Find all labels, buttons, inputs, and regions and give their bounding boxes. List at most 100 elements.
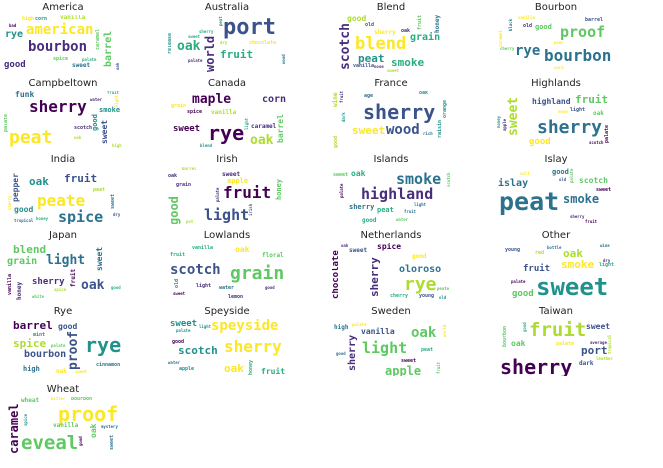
word-cloud-word: oak: [419, 91, 429, 96]
word-cloud-word: leather: [596, 356, 613, 361]
word-cloud-word: sweet: [72, 62, 91, 69]
word-cloud-word: good: [412, 253, 427, 260]
wordcloud-panel: Australia port oak world fruit chocolate relea…: [168, 2, 286, 72]
word-cloud-word: oak: [74, 135, 82, 140]
panel-title: Lowlands: [203, 230, 251, 241]
word-cloud-word: vanilla: [518, 15, 535, 20]
word-cloud: rye proof barrel spice bourbon good high oak min…: [4, 319, 122, 376]
wordcloud-panel: Islay peat smoke islay scotch good sweet salt pa…: [497, 154, 615, 224]
word-cloud-word: palate: [556, 341, 575, 347]
word-cloud-word: pour: [554, 40, 564, 45]
panel-title: Netherlands: [360, 230, 422, 241]
word-cloud-word: light: [114, 94, 119, 107]
word-cloud: peate spice fruit oak good pepper sweet peat tro…: [4, 167, 122, 224]
word-cloud-word: oloroso: [399, 264, 442, 275]
panel-title: Sweden: [371, 306, 411, 317]
panel-title: Wheat: [46, 384, 80, 395]
wordcloud-panel: Sweden light oak apple sherry vanilla high swee…: [332, 306, 450, 376]
word-cloud-word: port: [581, 344, 608, 357]
word-cloud: grain scotch oak floral lemon water fruit light…: [168, 243, 286, 300]
word-cloud-word: eveal: [21, 432, 79, 454]
wordcloud-panel: Lowlands grain scotch oak floral lemon water fr…: [168, 230, 286, 300]
word-cloud-word: scotch: [589, 140, 604, 145]
wordcloud-panel: India peate spice fruit oak good pepper sweet pe…: [4, 154, 122, 224]
word-cloud-word: oak: [29, 175, 49, 188]
word-cloud-word: sweet: [222, 171, 241, 178]
word-cloud-word: sweet: [173, 124, 201, 134]
word-cloud-word: funk: [15, 91, 35, 99]
word-cloud-word: fruit: [529, 319, 587, 341]
word-cloud-word: fruit: [523, 264, 551, 274]
word-cloud: sherry wood sweet wine age orange raisin oak goo…: [332, 91, 450, 148]
word-cloud-word: water: [90, 97, 103, 102]
word-cloud-word: good: [4, 60, 26, 70]
panel-title: Islay: [544, 154, 568, 165]
word-cloud-word: blend: [355, 34, 407, 54]
wordcloud-panel: Netherlands rye sherry oloroso chocolate spic…: [332, 230, 450, 300]
word-cloud-word: mint: [33, 332, 46, 338]
word-cloud-word: good: [512, 289, 534, 299]
word-cloud-word: sweet: [173, 291, 186, 296]
word-cloud-word: apple: [502, 118, 507, 131]
word-cloud: highland smoke oak peat sherry good sweet palat…: [332, 167, 450, 224]
word-cloud-word: sweet: [352, 124, 386, 137]
wordcloud-panel: Highlands sherry sweet fruit good highland oak…: [497, 78, 615, 148]
word-cloud-word: palate: [51, 343, 66, 348]
word-cloud-word: rye: [515, 43, 541, 59]
word-cloud-word: vanilla: [353, 63, 375, 69]
word-cloud-word: barrel: [276, 113, 285, 143]
word-cloud-word: oak: [250, 133, 274, 148]
word-cloud-word: bourbon: [502, 325, 508, 347]
wordcloud-panel: Blend blend scotch smoke peat grain good sherry…: [332, 2, 450, 72]
word-cloud-word: bottle: [547, 245, 562, 250]
word-cloud-word: smoke: [563, 192, 600, 206]
word-cloud: bourbon american rye barrel good sweet vanilla…: [4, 15, 122, 72]
panel-title: Canada: [207, 78, 247, 89]
word-cloud-word: peat: [499, 187, 560, 216]
panel-title: Campbeltown: [28, 78, 98, 89]
panel-title: Speyside: [204, 306, 250, 317]
word-cloud-word: fruit: [404, 209, 417, 214]
word-cloud-word: good: [58, 322, 78, 331]
word-cloud-word: rye: [208, 121, 245, 145]
word-cloud-word: vanilla: [211, 109, 237, 116]
word-cloud: peat sherry sweet funk smoke good palate scotch…: [4, 91, 122, 148]
word-cloud-word: rye: [85, 333, 122, 357]
word-cloud-word: fruit: [223, 183, 272, 202]
word-cloud-word: proof: [560, 23, 606, 41]
word-cloud-word: spice: [187, 109, 203, 115]
wordcloud-panel: Islands highland smoke oak peat sherry good swe…: [332, 154, 450, 224]
word-cloud-word: honey: [434, 15, 441, 33]
word-cloud-word: oak: [168, 173, 178, 179]
word-cloud-word: wood: [386, 122, 420, 138]
word-cloud-word: bourbon: [544, 46, 612, 65]
word-cloud-word: good: [168, 195, 181, 224]
word-cloud-word: corn: [554, 65, 564, 70]
word-cloud-word: sherry: [363, 100, 436, 124]
word-cloud-word: spice: [58, 208, 104, 225]
word-cloud-word: fruit: [585, 219, 598, 224]
word-cloud-word: palate: [511, 279, 526, 284]
word-cloud-word: sweet: [170, 319, 198, 329]
word-cloud-word: dry: [603, 258, 611, 263]
word-cloud-word: nose: [558, 109, 568, 114]
word-cloud-word: old: [439, 295, 447, 300]
word-cloud-word: palate: [352, 322, 367, 327]
word-cloud-word: peat: [9, 127, 53, 148]
word-cloud-word: peate: [437, 286, 450, 291]
word-cloud-word: spice: [23, 413, 28, 426]
word-cloud-word: corn: [262, 94, 286, 105]
word-cloud-word: light: [362, 339, 408, 357]
word-cloud-word: sweet: [506, 96, 521, 136]
word-cloud-word: oak: [341, 243, 349, 248]
word-cloud-word: bourbon: [28, 39, 88, 55]
word-cloud-word: good: [535, 23, 552, 31]
word-cloud-word: spice: [53, 56, 69, 62]
wordcloud-panel: Wheat proof eveal caramel oak vanilla wheat bou…: [4, 384, 122, 454]
word-cloud-word: rye: [5, 29, 24, 40]
word-cloud: rye sherry oloroso chocolate spice good sweet c…: [332, 243, 450, 300]
word-cloud-word: good: [529, 137, 551, 147]
panel-title: Highlands: [531, 78, 581, 89]
word-cloud: proof eveal caramel oak vanilla wheat bourbon s…: [4, 397, 122, 454]
word-cloud-word: scotch: [579, 176, 608, 185]
